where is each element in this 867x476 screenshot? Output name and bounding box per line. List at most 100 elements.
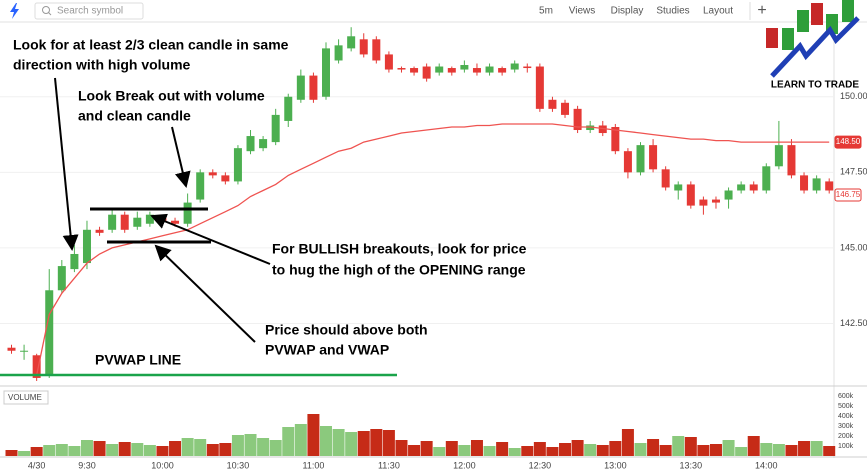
- candle-body: [271, 114, 280, 143]
- volume-bar: [55, 444, 68, 456]
- x-tick-label: 11:30: [378, 460, 400, 470]
- volume-bar: [345, 432, 358, 456]
- candle-body: [397, 68, 406, 70]
- candle-body: [221, 175, 230, 182]
- x-tick-label: 10:00: [151, 460, 174, 470]
- candle-body: [57, 266, 66, 291]
- candle-body: [208, 172, 217, 176]
- x-tick-label: 14:00: [755, 460, 778, 470]
- toolbar-item[interactable]: Studies: [656, 6, 689, 17]
- logo-icon[interactable]: [10, 3, 19, 19]
- search-box[interactable]: [34, 2, 144, 20]
- candle-body: [284, 96, 293, 121]
- candle-body: [108, 214, 117, 230]
- volume-bar: [68, 446, 81, 456]
- volume-bar: [43, 445, 56, 456]
- volume-bar: [93, 441, 106, 456]
- candle-body: [183, 202, 192, 224]
- volume-bar: [106, 444, 119, 456]
- volume-bar: [445, 441, 458, 456]
- volume-bar: [596, 445, 609, 456]
- candle-body: [259, 139, 268, 149]
- annotation: Price should above both: [265, 322, 428, 338]
- volume-bar: [785, 445, 798, 456]
- svg-text:+: +: [757, 2, 766, 19]
- volume-bar: [219, 443, 232, 456]
- annotation: PVWAP and VWAP: [265, 342, 389, 358]
- arrow: [171, 126, 191, 188]
- toolbar-item[interactable]: Display: [611, 6, 644, 17]
- volume-bar: [559, 443, 572, 456]
- candle-body: [82, 229, 91, 264]
- candle-body: [45, 290, 54, 375]
- candle-body: [447, 68, 456, 73]
- volume-bar: [609, 441, 622, 456]
- candle-body: [724, 190, 733, 200]
- annotation: Look for at least 2/3 clean candle in sa…: [13, 37, 289, 53]
- candle-body: [322, 48, 330, 97]
- volume-bar: [382, 430, 395, 456]
- price-tag: [834, 135, 862, 149]
- candle-body: [749, 184, 758, 191]
- volume-bar: [533, 442, 546, 456]
- candle-body: [196, 172, 205, 200]
- volume-bar: [772, 444, 785, 456]
- volume-bar: [521, 446, 534, 456]
- volume-bar: [584, 444, 597, 456]
- y2-tick-label: 100k: [838, 443, 854, 450]
- volume-bar: [231, 435, 244, 456]
- volume-bar: [30, 447, 43, 456]
- volume-bar: [194, 439, 207, 456]
- y2-tick-label: 400k: [838, 413, 854, 420]
- volume-bar: [420, 441, 433, 456]
- candle-body: [699, 199, 708, 206]
- candle-body: [95, 229, 104, 233]
- y2-tick-label: 600k: [838, 393, 854, 400]
- volume-bar: [659, 445, 672, 456]
- annotation: For BULLISH breakouts, look for price: [272, 241, 527, 257]
- volume-bar: [810, 441, 823, 456]
- vwap-line: [36, 123, 830, 376]
- x-tick-label: 12:00: [453, 460, 476, 470]
- candle-body: [120, 214, 129, 230]
- volume-bar: [143, 445, 156, 456]
- x-tick-label: 13:30: [680, 460, 703, 470]
- annotation: and clean candle: [78, 108, 191, 124]
- candle-body: [7, 347, 16, 351]
- y2-tick-label: 500k: [838, 403, 854, 410]
- toolbar-item[interactable]: Layout: [703, 6, 733, 17]
- candle-body: [561, 102, 570, 115]
- volume-bar: [395, 440, 408, 456]
- volume-bar: [647, 439, 660, 456]
- annotation: PVWAP LINE: [95, 352, 181, 368]
- x-tick-label: 12:30: [529, 460, 552, 470]
- y-tick-label: 147.50: [840, 167, 867, 177]
- volume-bar: [546, 447, 559, 456]
- x-tick-label: 9:30: [78, 460, 96, 470]
- toolbar-item[interactable]: 5m: [539, 6, 553, 17]
- annotation: Look Break out with volume: [78, 88, 265, 104]
- volume-bar: [18, 451, 31, 456]
- volume-bar: [672, 436, 685, 456]
- x-tick-label: 13:00: [604, 460, 627, 470]
- candle-body: [535, 66, 544, 109]
- candle-body: [410, 68, 419, 73]
- search-placeholder[interactable]: Search symbol: [57, 6, 123, 17]
- candle-body: [523, 66, 532, 69]
- candle-body: [145, 214, 154, 224]
- y-tick-label: 142.50: [840, 318, 867, 328]
- candle-body: [825, 181, 834, 191]
- volume-bar: [131, 443, 144, 456]
- candle-body: [460, 65, 469, 70]
- candle-body: [422, 66, 431, 79]
- x-tick-label: 11:00: [302, 460, 324, 470]
- candle-body: [171, 220, 180, 224]
- volume-bar: [282, 427, 295, 456]
- logo-text: LEARN TO TRADE: [771, 80, 859, 91]
- candle-body: [372, 39, 381, 61]
- candle-body: [498, 68, 507, 73]
- toolbar-item[interactable]: Views: [569, 6, 596, 17]
- x-tick-label: 10:30: [227, 460, 250, 470]
- volume-bar: [156, 446, 169, 456]
